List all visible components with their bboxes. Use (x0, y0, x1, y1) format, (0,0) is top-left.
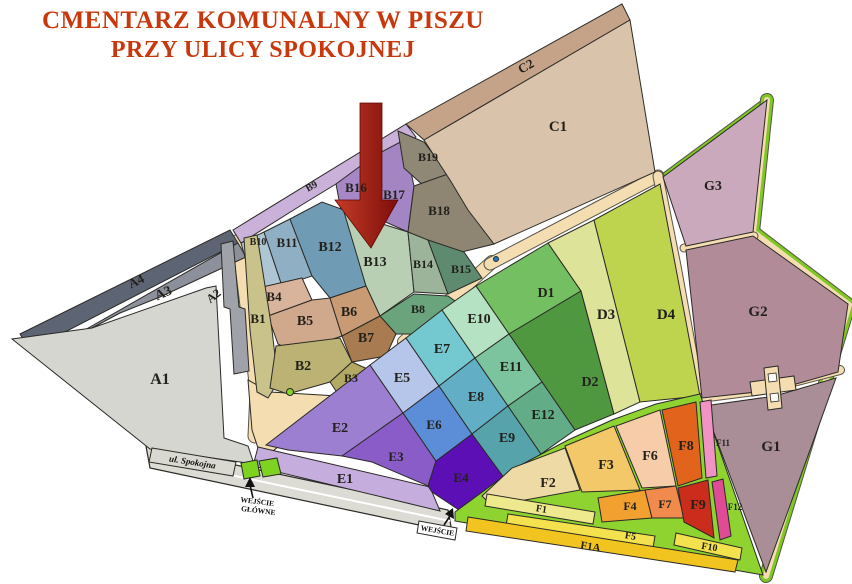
section-G1 (703, 377, 837, 574)
section-G3 (662, 98, 768, 247)
section-D3 (547, 219, 641, 415)
location-arrow-icon (334, 102, 399, 249)
main-entrance-line1-label: WEJŚCIE (240, 494, 275, 508)
chapel-cross-hole-2 (769, 392, 780, 403)
section-F1A (465, 516, 739, 573)
section-G2 (685, 235, 849, 399)
entrance-marker-1 (240, 459, 261, 480)
section-B1 (243, 234, 279, 399)
section-F3 (564, 425, 641, 493)
side-entrance-box (416, 520, 458, 541)
section-A1 (10, 285, 255, 465)
map-dot-1 (286, 388, 294, 396)
section-F1 (484, 493, 596, 525)
section-F9 (677, 479, 715, 539)
path-5 (484, 170, 664, 270)
section-E1 (252, 446, 441, 512)
side-entrance-arrow-head (445, 508, 454, 519)
section-E12 (507, 381, 576, 455)
side-entrance-arrow (443, 515, 451, 526)
section-F8 (661, 401, 703, 487)
section-A2 (220, 240, 250, 375)
main-entrance-arrow-head (245, 477, 255, 487)
map-dot-2 (493, 256, 499, 262)
section-B13 (343, 211, 415, 317)
main-entrance-line2-label: GŁÓWNE (241, 503, 277, 517)
section-F10 (673, 532, 743, 561)
chapel-cross-hole-1 (767, 372, 778, 383)
section-F12 (711, 478, 732, 541)
entrance-marker-2 (258, 457, 282, 478)
section-B15 (427, 239, 483, 295)
section-F11 (699, 399, 718, 479)
section-C1 (423, 19, 656, 245)
main-entrance-arrow (249, 484, 254, 499)
street-sign-box (148, 447, 237, 477)
